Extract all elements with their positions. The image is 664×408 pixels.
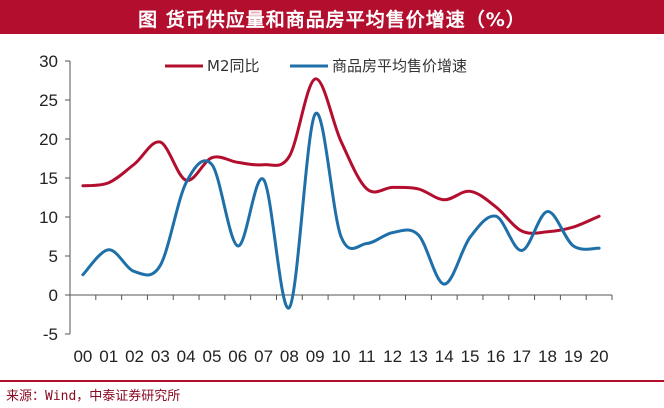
y-tick-label: 15 (39, 169, 58, 188)
x-tick-label: 19 (564, 347, 583, 366)
x-tick-label: 15 (461, 347, 480, 366)
x-tick-label: 11 (358, 347, 376, 366)
series-line-house-price (81, 111, 601, 310)
chart-title-bar: 图 货币供应量和商品房平均售价增速（%） (0, 0, 664, 34)
x-tick-label: 08 (280, 347, 299, 366)
x-tick-label: 02 (125, 347, 144, 366)
y-tick-label: 25 (39, 91, 58, 110)
x-tick-label: 10 (332, 347, 351, 366)
x-tick-label: 13 (409, 347, 428, 366)
y-tick-label: 10 (39, 208, 58, 227)
y-tick-label: -5 (43, 325, 58, 344)
y-tick-label: 30 (39, 52, 58, 71)
x-tick-label: 01 (99, 347, 118, 366)
series-line-m2 (81, 77, 601, 235)
source-note: 来源：Wind，中泰证券研究所 (6, 389, 181, 404)
chart-legend: M2同比 商品房平均售价增速 (165, 57, 467, 75)
x-tick-label: 00 (73, 347, 92, 366)
bottom-divider (0, 380, 664, 382)
x-tick-label: 12 (383, 347, 402, 366)
x-tick-label: 09 (306, 347, 325, 366)
x-tick-label: 05 (202, 347, 221, 366)
x-tick-label: 17 (512, 347, 531, 366)
legend-label: M2同比 (207, 57, 260, 75)
y-tick-label: 0 (49, 286, 58, 305)
x-tick-label: 07 (254, 347, 273, 366)
y-tick-label: 20 (39, 130, 58, 149)
chart-title: 图 货币供应量和商品房平均售价增速（%） (138, 9, 526, 31)
x-tick-label: 18 (538, 347, 557, 366)
y-tick-label: 5 (49, 247, 58, 266)
x-tick-label: 16 (486, 347, 505, 366)
series-layer (81, 77, 601, 310)
x-tick-label: 20 (590, 347, 609, 366)
x-tick-label: 04 (177, 347, 196, 366)
x-tick-label: 06 (228, 347, 247, 366)
x-tick-label: 14 (435, 347, 454, 366)
x-tick-label: 03 (151, 347, 170, 366)
legend-label: 商品房平均售价增速 (332, 57, 467, 75)
